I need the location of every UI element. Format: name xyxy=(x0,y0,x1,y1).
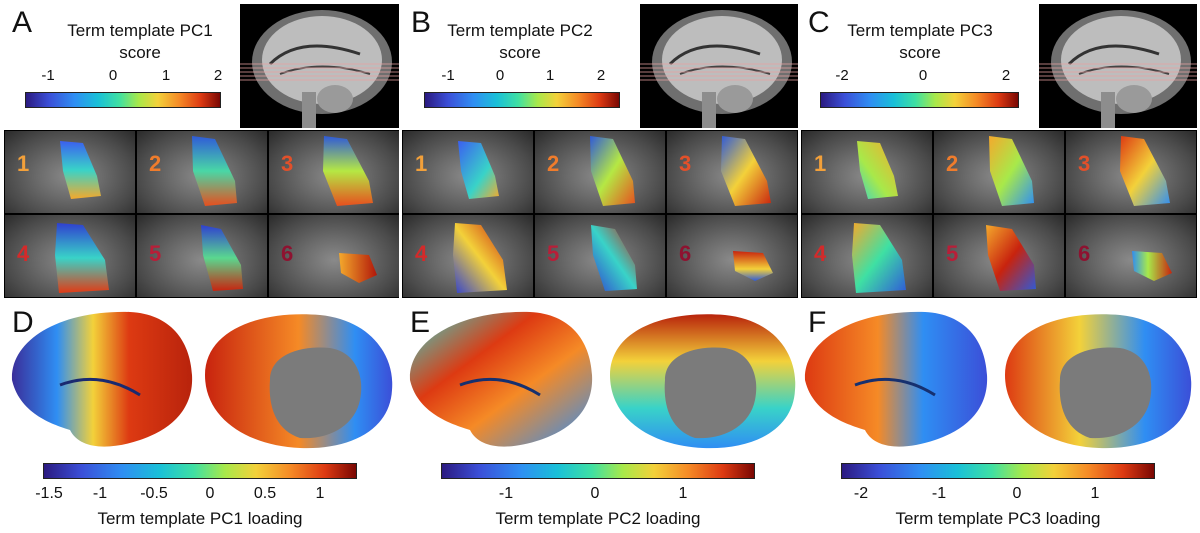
colorbar-tick: -2 xyxy=(835,67,849,84)
colorbar-tick: 1 xyxy=(161,67,171,84)
colorbar-b xyxy=(424,92,620,108)
colorbar-title-c: Term template PC3 score xyxy=(820,20,1020,64)
axial-slice: 4 xyxy=(403,215,533,297)
colorbar-label-f: Term template PC3 loading xyxy=(895,509,1101,528)
colorbar-tick: 0 xyxy=(918,67,928,84)
colorbar-c xyxy=(820,92,1019,108)
colorbar-d xyxy=(43,463,357,479)
colorbar-label-d: Term template PC1 loading xyxy=(97,509,303,528)
slice-number: 1 xyxy=(814,151,827,176)
colorbar-tick: 2 xyxy=(213,67,223,84)
colorbar-tick: 1 xyxy=(678,485,688,502)
colorbar-tick: 0 xyxy=(205,485,215,502)
axial-slice: 1 xyxy=(5,131,135,213)
axial-slice: 5 xyxy=(535,215,665,297)
colorbar-title-line2: score xyxy=(899,43,941,62)
colorbar-tick: 1 xyxy=(1090,485,1100,502)
slice-number: 4 xyxy=(17,241,30,266)
slice-number: 5 xyxy=(149,241,162,266)
slice-number: 2 xyxy=(547,151,560,176)
axial-slice: 3 xyxy=(667,131,797,213)
slice-number: 3 xyxy=(679,151,692,176)
panel-letter-f: F xyxy=(808,306,827,339)
colorbar-tick: -1 xyxy=(92,485,108,502)
colorbar-tick: -2 xyxy=(853,485,869,502)
slice-number: 4 xyxy=(415,241,428,266)
cortical-surfaces xyxy=(11,311,1192,449)
colorbar-tick: -1 xyxy=(931,485,947,502)
slice-number: 3 xyxy=(281,151,294,176)
axial-slice-grid-a: 1 2 3 4 5 6 xyxy=(4,130,399,298)
colorbar-tick: 0 xyxy=(495,67,505,84)
axial-slice: 3 xyxy=(269,131,399,213)
colorbar-tick: 2 xyxy=(1001,67,1011,84)
slice-number: 2 xyxy=(946,151,959,176)
slice-number: 6 xyxy=(679,241,692,266)
colorbar-title-line1: Term template PC2 xyxy=(447,21,593,40)
axial-slice: 6 xyxy=(667,215,797,297)
colorbar-title-a: Term template PC1 score xyxy=(40,20,240,64)
colorbar-tick: 1 xyxy=(545,67,555,84)
slice-number: 1 xyxy=(17,151,30,176)
axial-slice: 2 xyxy=(137,131,267,213)
colorbar-f xyxy=(841,463,1155,479)
colorbar-title-line2: score xyxy=(119,43,161,62)
slice-number: 1 xyxy=(415,151,428,176)
colorbar-tick: 0.5 xyxy=(253,485,277,502)
axial-slice: 4 xyxy=(802,215,932,297)
colorbar-tick: -1 xyxy=(441,67,455,84)
slice-number: 6 xyxy=(281,241,294,266)
colorbar-tick: 0 xyxy=(590,485,600,502)
sagittal-mri-image xyxy=(640,4,798,128)
axial-slice: 1 xyxy=(802,131,932,213)
colorbar-a xyxy=(25,92,221,108)
colorbar-title-line1: Term template PC1 xyxy=(67,21,213,40)
axial-slice: 2 xyxy=(934,131,1064,213)
axial-slice: 2 xyxy=(535,131,665,213)
colorbar-tick: 0 xyxy=(1012,485,1022,502)
axial-slice: 1 xyxy=(403,131,533,213)
colorbar-label-e: Term template PC2 loading xyxy=(495,509,701,528)
panel-letter-d: D xyxy=(12,306,34,339)
colorbar-tick: -1 xyxy=(41,67,55,84)
slice-number: 5 xyxy=(547,241,560,266)
axial-slice: 6 xyxy=(1066,215,1196,297)
colorbar-tick: -0.5 xyxy=(140,485,168,502)
panel-letter-c: C xyxy=(808,6,830,39)
colorbar-tick: 1 xyxy=(315,485,325,502)
slice-number: 3 xyxy=(1078,151,1091,176)
axial-slice-grid-c: 1 2 3 4 5 6 xyxy=(801,130,1197,298)
colorbar-title-b: Term template PC2 score xyxy=(420,20,620,64)
panel-letter-e: E xyxy=(410,306,431,339)
colorbar-title-line2: score xyxy=(499,43,541,62)
sagittal-mri-image xyxy=(240,4,399,128)
panel-letter-b: B xyxy=(411,6,432,39)
colorbar-title-line1: Term template PC3 xyxy=(847,21,993,40)
slice-number: 5 xyxy=(946,241,959,266)
colorbar-tick: -1 xyxy=(498,485,514,502)
colorbar-tick: 2 xyxy=(596,67,606,84)
axial-slice: 3 xyxy=(1066,131,1196,213)
slice-number: 2 xyxy=(149,151,162,176)
slice-number: 4 xyxy=(814,241,827,266)
colorbar-e xyxy=(441,463,755,479)
axial-slice: 5 xyxy=(934,215,1064,297)
axial-slice-grid-b: 1 2 3 4 5 6 xyxy=(402,130,798,298)
slice-number: 6 xyxy=(1078,241,1091,266)
axial-slice: 5 xyxy=(137,215,267,297)
colorbar-tick: 0 xyxy=(108,67,118,84)
axial-slice: 4 xyxy=(5,215,135,297)
colorbar-tick: -1.5 xyxy=(35,485,63,502)
panel-letter-a: A xyxy=(12,6,33,39)
axial-slice: 6 xyxy=(269,215,399,297)
sagittal-mri-image xyxy=(1039,4,1197,128)
